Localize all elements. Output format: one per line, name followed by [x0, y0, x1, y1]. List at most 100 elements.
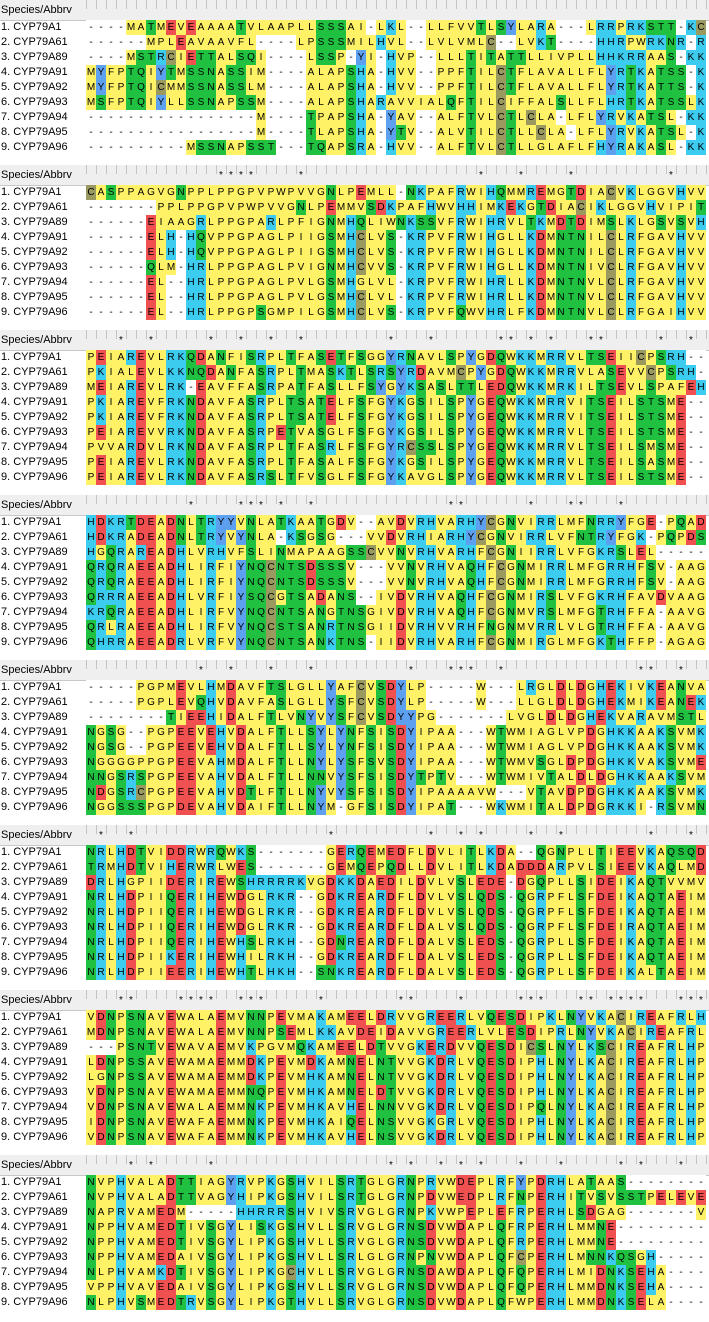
- residue-cell[interactable]: T: [306, 125, 316, 140]
- residue-cell[interactable]: A: [436, 110, 446, 125]
- residue-cell[interactable]: E: [146, 290, 156, 305]
- residue-cell[interactable]: M: [536, 455, 546, 470]
- residue-cell[interactable]: E: [676, 950, 686, 965]
- residue-cell[interactable]: M: [536, 425, 546, 440]
- residue-cell[interactable]: L: [276, 455, 286, 470]
- residue-cell[interactable]: G: [296, 680, 306, 695]
- residue-cell[interactable]: G: [216, 1250, 226, 1265]
- residue-cell[interactable]: S: [656, 395, 666, 410]
- residue-cell[interactable]: -: [216, 110, 226, 125]
- residue-cell[interactable]: -: [246, 110, 256, 125]
- residue-cell[interactable]: H: [676, 290, 686, 305]
- residue-cell[interactable]: -: [426, 50, 436, 65]
- residue-cell[interactable]: W: [226, 935, 236, 950]
- residue-cell[interactable]: P: [456, 350, 466, 365]
- residue-cell[interactable]: L: [276, 260, 286, 275]
- residue-cell[interactable]: T: [656, 875, 666, 890]
- residue-cell[interactable]: Q: [456, 590, 466, 605]
- residue-cell[interactable]: Q: [136, 80, 146, 95]
- residue-cell[interactable]: E: [356, 1055, 366, 1070]
- residue-cell[interactable]: V: [596, 1025, 606, 1040]
- residue-cell[interactable]: A: [396, 110, 406, 125]
- residue-cell[interactable]: P: [86, 470, 96, 485]
- residue-cell[interactable]: L: [616, 260, 626, 275]
- residue-cell[interactable]: E: [486, 470, 496, 485]
- residue-cell[interactable]: A: [656, 230, 666, 245]
- residue-cell[interactable]: G: [596, 755, 606, 770]
- residue-cell[interactable]: V: [436, 35, 446, 50]
- residue-cell[interactable]: -: [276, 125, 286, 140]
- residue-cell[interactable]: F: [346, 425, 356, 440]
- residue-cell[interactable]: K: [526, 440, 536, 455]
- residue-cell[interactable]: D: [396, 800, 406, 815]
- residue-cell[interactable]: L: [306, 680, 316, 695]
- residue-cell[interactable]: G: [476, 350, 486, 365]
- residue-cell[interactable]: Q: [516, 935, 526, 950]
- residue-cell[interactable]: -: [276, 530, 286, 545]
- residue-cell[interactable]: R: [396, 1190, 406, 1205]
- residue-cell[interactable]: E: [186, 785, 196, 800]
- residue-cell[interactable]: R: [496, 1175, 506, 1190]
- residue-cell[interactable]: I: [516, 1100, 526, 1115]
- residue-cell[interactable]: R: [416, 290, 426, 305]
- residue-cell[interactable]: V: [96, 1190, 106, 1205]
- residue-cell[interactable]: R: [186, 845, 196, 860]
- residue-cell[interactable]: N: [346, 1070, 356, 1085]
- residue-cell[interactable]: F: [626, 590, 636, 605]
- residue-cell[interactable]: P: [546, 875, 556, 890]
- residue-cell[interactable]: L: [616, 215, 626, 230]
- residue-cell[interactable]: K: [696, 695, 706, 710]
- residue-cell[interactable]: -: [686, 395, 696, 410]
- residue-cell[interactable]: V: [96, 1175, 106, 1190]
- residue-cell[interactable]: N: [86, 740, 96, 755]
- residue-cell[interactable]: I: [476, 200, 486, 215]
- residue-cell[interactable]: H: [456, 530, 466, 545]
- residue-cell[interactable]: -: [136, 710, 146, 725]
- residue-cell[interactable]: R: [96, 620, 106, 635]
- residue-cell[interactable]: T: [416, 770, 426, 785]
- residue-cell[interactable]: V: [216, 695, 226, 710]
- residue-cell[interactable]: R: [176, 635, 186, 650]
- residue-cell[interactable]: A: [456, 575, 466, 590]
- residue-cell[interactable]: A: [636, 920, 646, 935]
- residue-cell[interactable]: R: [666, 1040, 676, 1055]
- residue-cell[interactable]: V: [526, 620, 536, 635]
- residue-cell[interactable]: V: [406, 635, 416, 650]
- residue-cell[interactable]: D: [166, 575, 176, 590]
- residue-cell[interactable]: D: [466, 1190, 476, 1205]
- residue-cell[interactable]: A: [646, 755, 656, 770]
- residue-cell[interactable]: A: [426, 365, 436, 380]
- residue-cell[interactable]: L: [696, 1025, 706, 1040]
- residue-cell[interactable]: L: [586, 845, 596, 860]
- residue-cell[interactable]: -: [616, 1220, 626, 1235]
- residue-cell[interactable]: D: [126, 950, 136, 965]
- residue-cell[interactable]: R: [196, 290, 206, 305]
- residue-cell[interactable]: L: [366, 290, 376, 305]
- residue-cell[interactable]: P: [426, 260, 436, 275]
- residue-cell[interactable]: V: [156, 185, 166, 200]
- residue-cell[interactable]: I: [396, 875, 406, 890]
- residue-cell[interactable]: V: [226, 35, 236, 50]
- residue-cell[interactable]: R: [496, 290, 506, 305]
- residue-cell[interactable]: -: [666, 1175, 676, 1190]
- residue-cell[interactable]: S: [416, 395, 426, 410]
- residue-cell[interactable]: P: [226, 230, 236, 245]
- residue-cell[interactable]: P: [536, 1010, 546, 1025]
- residue-cell[interactable]: N: [406, 560, 416, 575]
- residue-cell[interactable]: R: [626, 50, 636, 65]
- residue-cell[interactable]: G: [96, 740, 106, 755]
- residue-cell[interactable]: V: [576, 860, 586, 875]
- residue-cell[interactable]: M: [256, 80, 266, 95]
- residue-cell[interactable]: L: [486, 1190, 496, 1205]
- residue-cell[interactable]: R: [526, 185, 536, 200]
- residue-cell[interactable]: R: [166, 350, 176, 365]
- residue-cell[interactable]: R: [396, 1235, 406, 1250]
- residue-cell[interactable]: Y: [316, 800, 326, 815]
- residue-cell[interactable]: H: [356, 95, 366, 110]
- residue-cell[interactable]: -: [276, 50, 286, 65]
- residue-cell[interactable]: L: [206, 185, 216, 200]
- residue-cell[interactable]: E: [166, 1010, 176, 1025]
- residue-cell[interactable]: N: [336, 590, 346, 605]
- residue-cell[interactable]: L: [326, 1235, 336, 1250]
- residue-cell[interactable]: S: [496, 1100, 506, 1115]
